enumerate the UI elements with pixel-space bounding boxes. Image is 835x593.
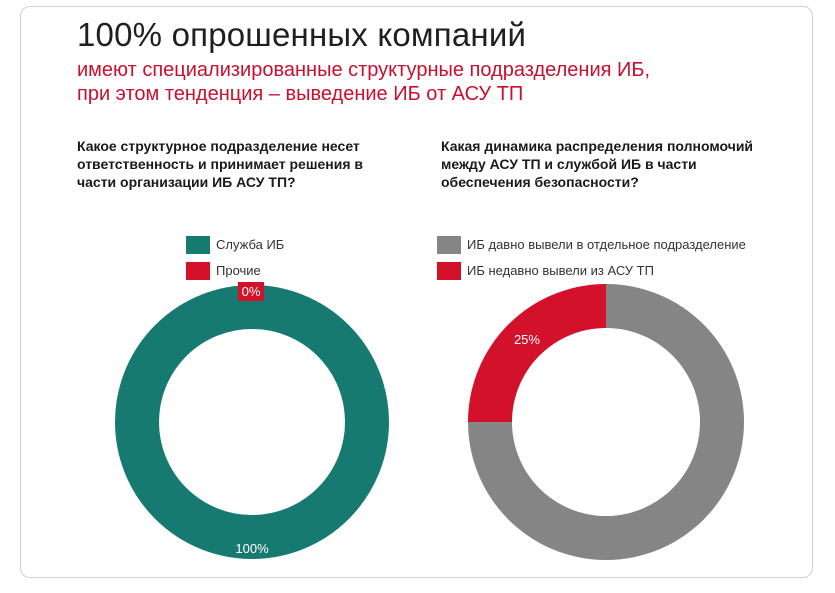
chart-1-legend: Служба ИБ Прочие <box>186 235 284 287</box>
legend-item: ИБ давно вывели в отдельное подразделени… <box>437 235 746 254</box>
chart-2-question-line: обеспечения безопасности? <box>441 174 639 190</box>
zero-slice-marker <box>238 282 264 301</box>
donut-slice <box>115 285 389 559</box>
chart-2-question: Какая динамика распределения полномочий … <box>441 137 791 191</box>
chart-2-legend: ИБ давно вывели в отдельное подразделени… <box>437 235 746 287</box>
donut-chart-1: 100% 0% <box>115 282 389 559</box>
chart-1-question-line: ответственность и принимает решения в <box>77 156 364 172</box>
donut-slice <box>468 284 606 422</box>
legend-label: Прочие <box>216 263 261 278</box>
chart-2-question-line: между АСУ ТП и службой ИБ в части <box>441 156 697 172</box>
legend-label: ИБ давно вывели в отдельное подразделени… <box>467 237 746 252</box>
chart-1-question: Какое структурное подразделение несет от… <box>77 137 407 191</box>
legend-swatch-grey <box>437 235 461 254</box>
data-label: 75% <box>725 582 751 593</box>
legend-swatch-red <box>437 261 461 280</box>
donut-slice <box>468 284 744 560</box>
data-label: 25% <box>514 332 540 347</box>
chart-2-question-line: Какая динамика распределения полномочий <box>441 138 754 154</box>
legend-item: Служба ИБ <box>186 235 284 254</box>
legend-item: Прочие <box>186 261 284 280</box>
page-title: 100% опрошенных компаний <box>77 16 527 53</box>
legend-label: ИБ недавно вывели из АСУ ТП <box>467 263 654 278</box>
legend-item: ИБ недавно вывели из АСУ ТП <box>437 261 746 280</box>
legend-label: Служба ИБ <box>216 237 285 252</box>
page-subtitle: имеют специализированные структурные под… <box>77 58 757 106</box>
subtitle-line-2: при этом тенденция – выведение ИБ от АСУ… <box>77 83 524 105</box>
data-label: 100% <box>235 541 269 556</box>
legend-swatch-teal <box>186 235 210 254</box>
donut-chart-2: 75% 25% <box>468 284 751 593</box>
legend-swatch-red <box>186 261 210 280</box>
chart-1-question-line: части организации ИБ АСУ ТП? <box>77 174 296 190</box>
subtitle-line-1: имеют специализированные структурные под… <box>77 59 651 81</box>
chart-1-question-line: Какое структурное подразделение несет <box>77 138 360 154</box>
data-label: 0% <box>242 284 261 299</box>
